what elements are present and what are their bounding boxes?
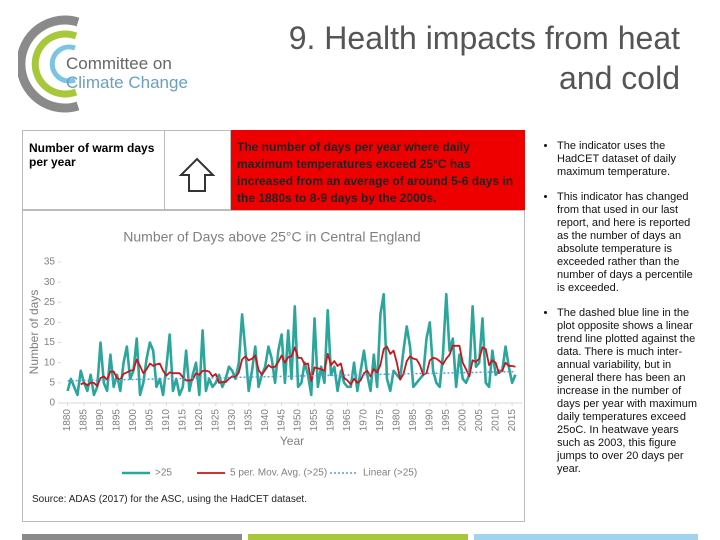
x-tick-label: 1970 <box>359 409 370 432</box>
x-tick-label: 1885 <box>79 409 90 432</box>
x-tick-label: 1900 <box>128 409 139 432</box>
x-tick-label: 2000 <box>457 409 468 432</box>
arrow-cell <box>165 130 231 210</box>
indicator-name: Number of warm days per year <box>22 130 165 210</box>
chart-title: Number of Days above 25°C in Central Eng… <box>123 229 420 245</box>
x-tick-label: 2015 <box>507 409 518 432</box>
logo-line: Committee on <box>66 54 172 73</box>
x-tick-label: 1935 <box>243 409 254 432</box>
y-axis-label: Number of days <box>27 290 41 375</box>
y-tick-label: 25 <box>44 297 56 308</box>
x-axis-label: Year <box>280 434 304 448</box>
x-tick-label: 1895 <box>112 409 123 432</box>
bullet: This indicator has changed from that use… <box>557 191 703 295</box>
x-tick-label: 1995 <box>441 409 452 432</box>
legend-label: Linear (>25) <box>363 468 417 479</box>
y-tick-label: 15 <box>44 337 56 348</box>
x-tick-label: 2005 <box>474 409 485 432</box>
x-tick-label: 1880 <box>62 409 73 432</box>
x-tick-label: 1945 <box>276 409 287 432</box>
y-tick-label: 0 <box>49 398 55 409</box>
x-tick-label: 1965 <box>342 409 353 432</box>
x-tick-label: 1920 <box>194 409 205 432</box>
chart: Number of Days above 25°C in Central Eng… <box>27 229 522 479</box>
y-tick-label: 20 <box>44 317 56 328</box>
series-line <box>67 370 516 382</box>
y-tick-label: 10 <box>44 357 56 368</box>
x-tick-label: 1925 <box>210 409 221 432</box>
slide-title: 9. Health impacts from heat and cold <box>288 20 680 96</box>
bullet-list: The indicator uses the HadCET dataset of… <box>535 140 703 488</box>
footer-bar <box>22 534 242 540</box>
up-arrow <box>178 157 216 192</box>
indicator-summary: The number of days per year where daily … <box>231 130 525 210</box>
x-tick-label: 1910 <box>161 409 172 432</box>
x-tick-label: 1930 <box>227 409 238 432</box>
series-line <box>66 292 517 397</box>
y-tick-label: 30 <box>44 277 56 288</box>
legend-label: 5 per. Mov. Avg. (>25) <box>230 468 327 479</box>
x-tick-label: 1985 <box>408 409 419 432</box>
x-tick-label: 1960 <box>326 409 337 432</box>
footer-bar <box>248 534 468 540</box>
footer-bar <box>474 534 698 540</box>
logo-text: Committee on Climate Change <box>66 54 188 92</box>
x-tick-label: 1950 <box>293 409 304 432</box>
x-tick-label: 2010 <box>490 409 501 432</box>
chart-frame <box>22 210 525 522</box>
source-note: Source: ADAS (2017) for the ASC, using t… <box>32 494 307 505</box>
y-tick-label: 5 <box>49 377 55 388</box>
x-tick-label: 1915 <box>177 409 188 432</box>
x-tick-label: 1975 <box>375 409 386 432</box>
x-tick-label: 1890 <box>95 409 106 432</box>
x-tick-label: 1940 <box>260 409 271 432</box>
x-tick-label: 1905 <box>145 409 156 432</box>
logo-line: Climate Change <box>66 73 188 92</box>
x-tick-label: 1955 <box>309 409 320 432</box>
bullet: The dashed blue line in the plot opposit… <box>557 307 703 476</box>
series-line <box>80 344 516 387</box>
bullet: The indicator uses the HadCET dataset of… <box>557 140 703 179</box>
legend-label: >25 <box>155 468 172 479</box>
y-tick-label: 35 <box>44 257 56 268</box>
x-tick-label: 1990 <box>424 409 435 432</box>
x-tick-label: 1980 <box>392 409 403 432</box>
logo-mark <box>18 15 80 113</box>
